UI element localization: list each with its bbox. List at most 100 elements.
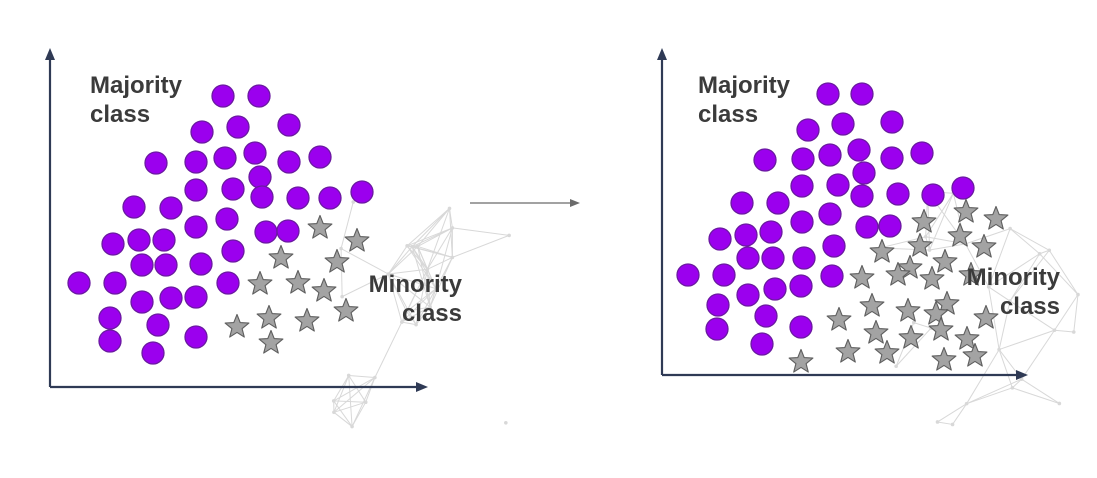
- minority-point: [789, 350, 813, 373]
- network-node: [997, 348, 1001, 352]
- majority-point: [791, 211, 813, 233]
- network-link: [375, 322, 402, 377]
- network-node: [347, 374, 351, 378]
- majority-point: [185, 179, 207, 201]
- minority-point: [295, 309, 319, 332]
- majority-point: [185, 216, 207, 238]
- y-axis-arrowhead: [45, 48, 55, 60]
- majority-point: [99, 307, 121, 329]
- minority-point: [954, 200, 978, 223]
- majority-point: [278, 114, 300, 136]
- majority-point: [147, 314, 169, 336]
- majority-class-label-before: Majority class: [90, 71, 182, 129]
- minority-point: [308, 216, 332, 239]
- majority-point: [713, 264, 735, 286]
- network-link: [967, 379, 1022, 404]
- minority-point: [870, 240, 894, 263]
- majority-point: [102, 233, 124, 255]
- network-node: [340, 295, 344, 299]
- majority-point: [851, 185, 873, 207]
- minority-point: [933, 250, 957, 273]
- majority-point: [853, 162, 875, 184]
- majority-point: [797, 119, 819, 141]
- network-link: [1010, 229, 1049, 251]
- network-node: [405, 244, 409, 248]
- majority-point: [881, 111, 903, 133]
- minority-point: [345, 229, 369, 252]
- majority-point: [851, 83, 873, 105]
- majority-point: [737, 284, 759, 306]
- minority-point: [896, 299, 920, 322]
- majority-point: [251, 186, 273, 208]
- network-link: [999, 330, 1054, 349]
- majority-point: [217, 272, 239, 294]
- majority-point: [227, 116, 249, 138]
- network-node: [451, 256, 455, 260]
- majority-point: [792, 148, 814, 170]
- majority-point: [737, 247, 759, 269]
- minority-point: [864, 321, 888, 344]
- network-node: [1076, 293, 1080, 297]
- network-link: [1012, 379, 1021, 388]
- minority-point: [912, 210, 936, 233]
- network-node: [350, 425, 354, 429]
- majority-point: [856, 216, 878, 238]
- majority-point: [248, 85, 270, 107]
- network-node: [1047, 248, 1051, 252]
- network-node: [1072, 330, 1076, 334]
- network-node: [894, 364, 898, 368]
- network-link: [938, 404, 967, 422]
- network-node: [451, 226, 455, 230]
- network-node: [951, 423, 955, 427]
- network-link: [999, 350, 1012, 388]
- majority-point: [255, 221, 277, 243]
- majority-point: [131, 254, 153, 276]
- network-link: [412, 208, 449, 246]
- network-node: [965, 402, 969, 406]
- network-node: [373, 376, 377, 380]
- network-link: [938, 422, 953, 424]
- minority-point: [932, 348, 956, 371]
- minority-point: [248, 272, 272, 295]
- network-link: [1054, 330, 1073, 332]
- minority-point: [836, 340, 860, 363]
- majority-point: [819, 144, 841, 166]
- transition-arrow: [470, 199, 580, 207]
- network-link: [452, 235, 509, 257]
- majority-point: [104, 272, 126, 294]
- majority-point: [819, 203, 841, 225]
- network-link: [965, 229, 1010, 244]
- network-node: [339, 247, 343, 251]
- minority-point: [225, 315, 249, 338]
- majority-point: [764, 278, 786, 300]
- network-link: [930, 244, 966, 250]
- majority-point: [68, 272, 90, 294]
- majority-point: [735, 224, 757, 246]
- minority-point: [984, 207, 1008, 230]
- majority-point: [153, 229, 175, 251]
- majority-point: [793, 247, 815, 269]
- network-link: [1012, 388, 1059, 404]
- majority-point: [212, 85, 234, 107]
- majority-point: [827, 174, 849, 196]
- network-node: [1038, 252, 1042, 256]
- majority-point: [887, 183, 909, 205]
- network-node: [332, 399, 336, 403]
- majority-point: [249, 166, 271, 188]
- minority-point: [899, 326, 923, 349]
- network-node: [1008, 227, 1012, 231]
- network-link: [341, 249, 342, 297]
- network-node: [928, 248, 932, 252]
- majority-point: [214, 147, 236, 169]
- network-node: [448, 207, 452, 211]
- minority-point: [269, 246, 293, 269]
- majority-point: [222, 240, 244, 262]
- majority-point: [879, 215, 901, 237]
- majority-point: [762, 247, 784, 269]
- network-link: [349, 375, 352, 426]
- y-axis-arrowhead: [657, 48, 667, 60]
- majority-point: [155, 254, 177, 276]
- minority-point: [972, 235, 996, 258]
- majority-point: [760, 221, 782, 243]
